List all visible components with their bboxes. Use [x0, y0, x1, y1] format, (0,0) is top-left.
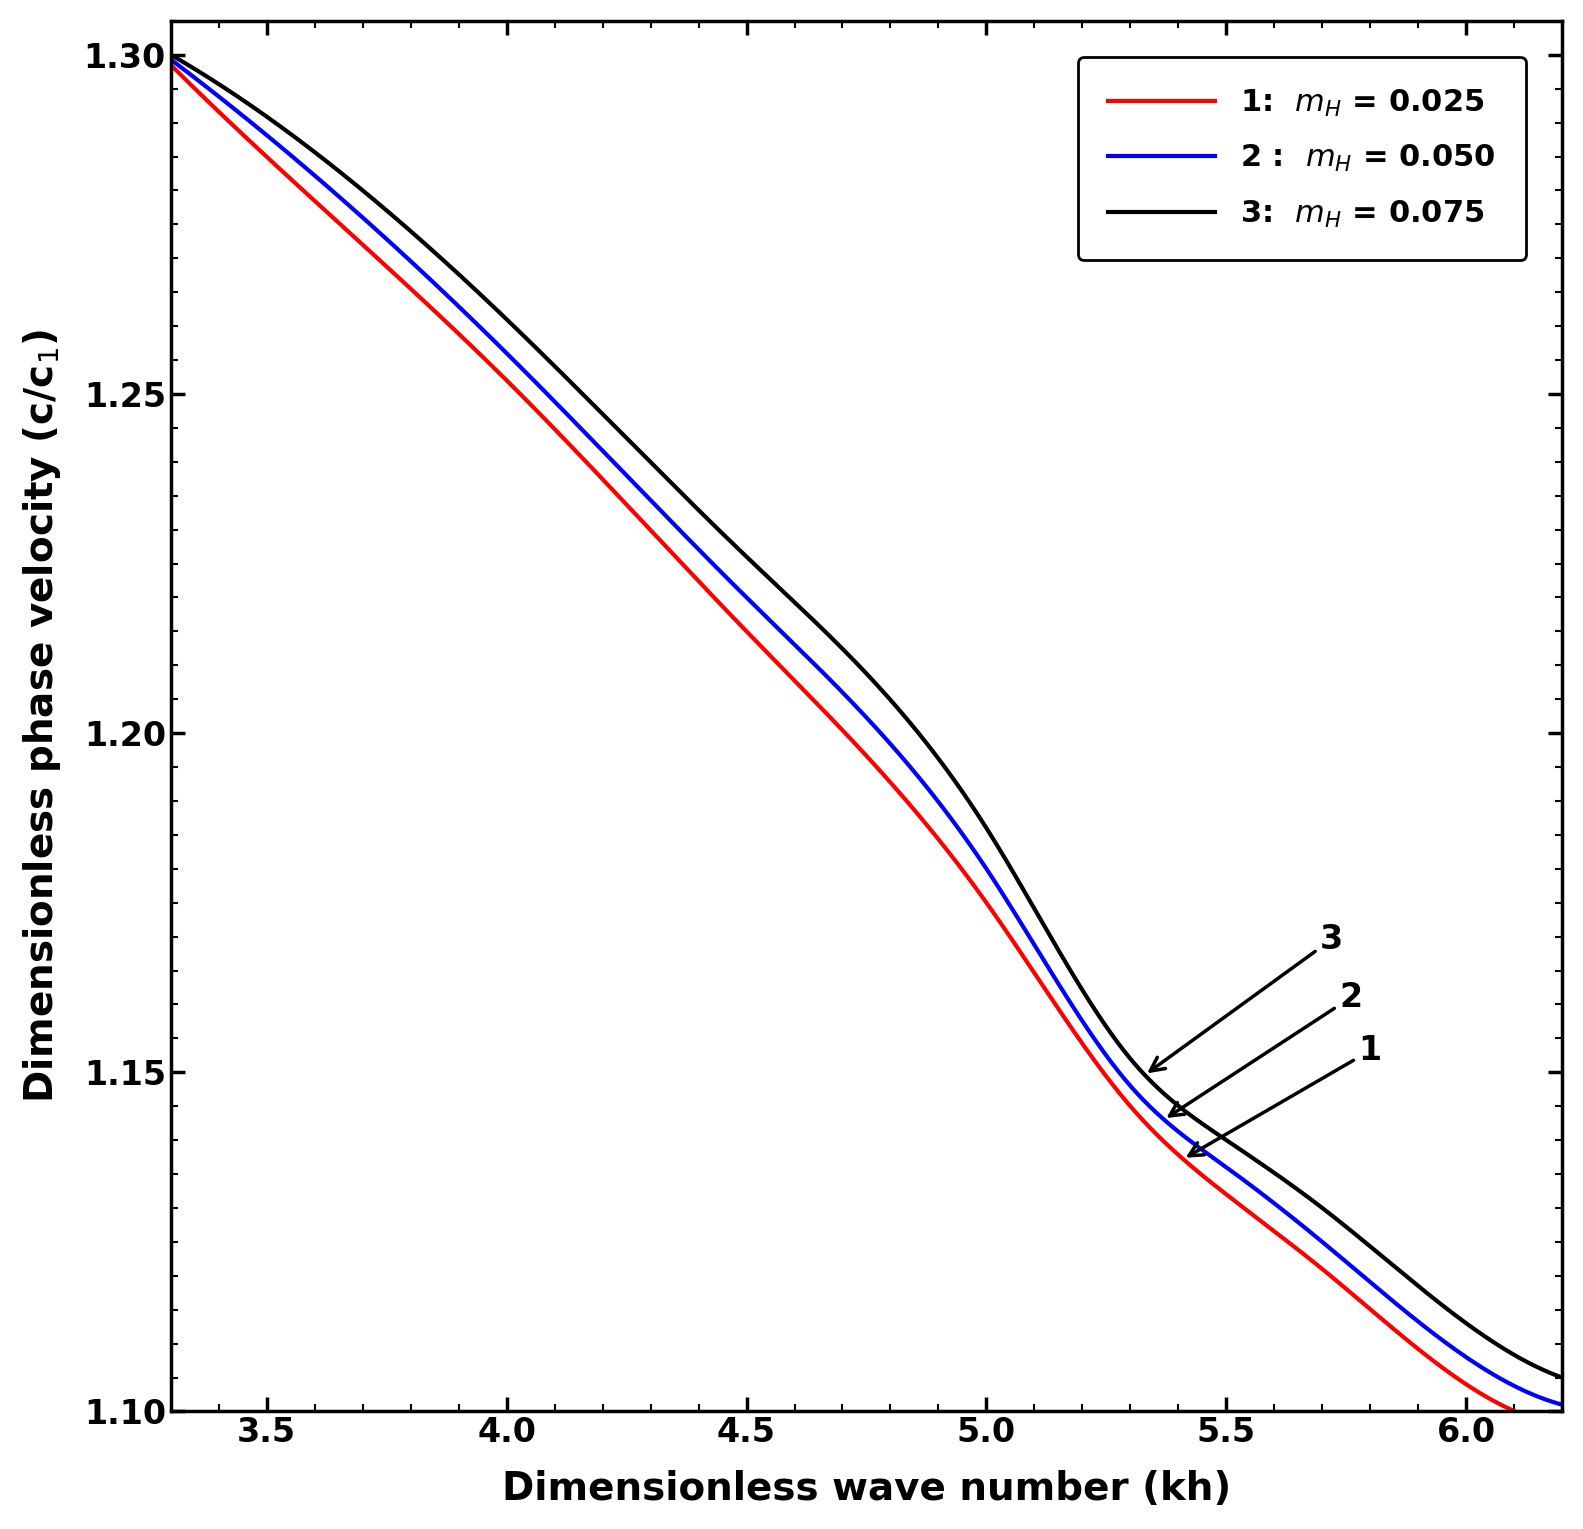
- Y-axis label: Dimensionless phase velocity (c/c$_1$): Dimensionless phase velocity (c/c$_1$): [21, 329, 63, 1104]
- 3:  $m_H$ = 0.075: (6.12, 1.11): $m_H$ = 0.075: (6.12, 1.11): [1512, 1350, 1531, 1368]
- Legend: 1:  $m_H$ = 0.025, 2 :  $m_H$ = 0.050, 3:  $m_H$ = 0.075: 1: $m_H$ = 0.025, 2 : $m_H$ = 0.050, 3: …: [1078, 57, 1526, 260]
- 1:  $m_H$ = 0.025: (3.3, 1.3): $m_H$ = 0.025: (3.3, 1.3): [161, 55, 180, 73]
- Line: 3:  $m_H$ = 0.075: 3: $m_H$ = 0.075: [171, 55, 1562, 1378]
- Text: 2: 2: [1170, 982, 1363, 1116]
- 1:  $m_H$ = 0.025: (4.71, 1.2): $m_H$ = 0.025: (4.71, 1.2): [837, 726, 856, 745]
- Line: 2 :  $m_H$ = 0.050: 2 : $m_H$ = 0.050: [171, 60, 1562, 1405]
- 3:  $m_H$ = 0.075: (6.11, 1.11): $m_H$ = 0.075: (6.11, 1.11): [1512, 1350, 1531, 1368]
- 2 :  $m_H$ = 0.050: (4.63, 1.21): $m_H$ = 0.050: (4.63, 1.21): [801, 651, 820, 670]
- X-axis label: Dimensionless wave number (kh): Dimensionless wave number (kh): [502, 1471, 1232, 1508]
- 2 :  $m_H$ = 0.050: (6.12, 1.1): $m_H$ = 0.050: (6.12, 1.1): [1512, 1381, 1531, 1399]
- 1:  $m_H$ = 0.025: (6.12, 1.1): $m_H$ = 0.025: (6.12, 1.1): [1512, 1405, 1531, 1423]
- 2 :  $m_H$ = 0.050: (4.71, 1.21): $m_H$ = 0.050: (4.71, 1.21): [837, 688, 856, 706]
- Text: 1: 1: [1189, 1034, 1382, 1156]
- 3:  $m_H$ = 0.075: (4.63, 1.22): $m_H$ = 0.075: (4.63, 1.22): [801, 609, 820, 627]
- 1:  $m_H$ = 0.025: (4.63, 1.21): $m_H$ = 0.025: (4.63, 1.21): [801, 688, 820, 706]
- 2 :  $m_H$ = 0.050: (6.11, 1.1): $m_H$ = 0.050: (6.11, 1.1): [1512, 1381, 1531, 1399]
- 1:  $m_H$ = 0.025: (6.11, 1.1): $m_H$ = 0.025: (6.11, 1.1): [1512, 1405, 1531, 1423]
- 3:  $m_H$ = 0.075: (3.3, 1.3): $m_H$ = 0.075: (3.3, 1.3): [161, 46, 180, 64]
- 2 :  $m_H$ = 0.050: (3.45, 1.29): $m_H$ = 0.050: (3.45, 1.29): [233, 106, 252, 124]
- 2 :  $m_H$ = 0.050: (5.58, 1.13): $m_H$ = 0.050: (5.58, 1.13): [1257, 1188, 1276, 1206]
- Line: 1:  $m_H$ = 0.025: 1: $m_H$ = 0.025: [171, 64, 1562, 1425]
- 3:  $m_H$ = 0.075: (6.2, 1.1): $m_H$ = 0.075: (6.2, 1.1): [1553, 1368, 1572, 1387]
- 3:  $m_H$ = 0.075: (5.58, 1.14): $m_H$ = 0.075: (5.58, 1.14): [1257, 1157, 1276, 1176]
- 2 :  $m_H$ = 0.050: (3.3, 1.3): $m_H$ = 0.050: (3.3, 1.3): [161, 50, 180, 69]
- 3:  $m_H$ = 0.075: (4.71, 1.21): $m_H$ = 0.075: (4.71, 1.21): [837, 645, 856, 664]
- 1:  $m_H$ = 0.025: (3.45, 1.29): $m_H$ = 0.025: (3.45, 1.29): [233, 124, 252, 142]
- 1:  $m_H$ = 0.025: (6.2, 1.1): $m_H$ = 0.025: (6.2, 1.1): [1553, 1416, 1572, 1434]
- 1:  $m_H$ = 0.025: (5.58, 1.13): $m_H$ = 0.025: (5.58, 1.13): [1257, 1216, 1276, 1234]
- Text: 3: 3: [1151, 924, 1344, 1072]
- 2 :  $m_H$ = 0.050: (6.2, 1.1): $m_H$ = 0.050: (6.2, 1.1): [1553, 1396, 1572, 1414]
- 3:  $m_H$ = 0.075: (3.45, 1.29): $m_H$ = 0.075: (3.45, 1.29): [233, 90, 252, 109]
